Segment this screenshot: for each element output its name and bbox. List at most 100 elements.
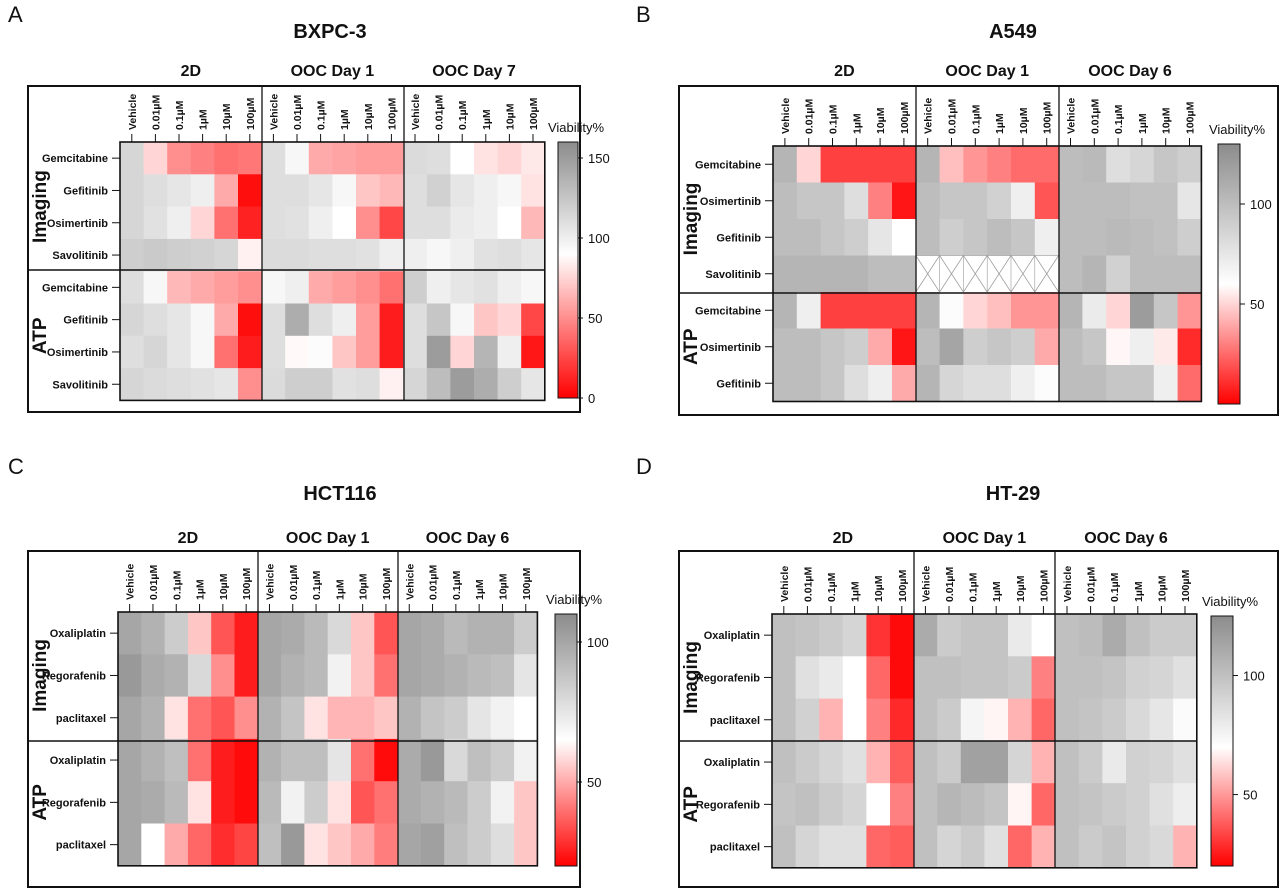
- heatmap-cell: [521, 174, 546, 208]
- row-label: Osimertinib: [47, 218, 108, 230]
- heatmap-cell: [1034, 182, 1060, 220]
- heatmap-cell: [1153, 182, 1179, 220]
- row-label: Gefitinib: [63, 315, 108, 327]
- heatmap-cell: [190, 368, 215, 401]
- heatmap-cell: [844, 292, 869, 329]
- heatmap-cell: [450, 238, 475, 272]
- heatmap-cell: [141, 654, 166, 698]
- heatmap-cell: [963, 365, 988, 402]
- panel-title: HT-29: [986, 483, 1040, 505]
- heatmap-cell: [444, 696, 468, 740]
- column-label: 0.01µM: [804, 99, 816, 134]
- heatmap-cell: [773, 292, 798, 329]
- column-label: 0.01µM: [148, 565, 160, 600]
- group-header: OOC Day 1: [286, 530, 370, 547]
- colorbar-tick-label: 100: [587, 635, 609, 650]
- heatmap-cell: [467, 738, 492, 782]
- heatmap-cell: [426, 303, 451, 337]
- heatmap-cell: [796, 365, 822, 402]
- heatmap-cell: [211, 781, 235, 824]
- missing-cross: [986, 255, 1012, 293]
- heatmap-cell: [164, 696, 189, 740]
- heatmap-cell: [1177, 292, 1202, 329]
- missing-cross: [939, 255, 964, 293]
- heatmap-cell: [773, 219, 798, 256]
- heatmap-cell: [796, 219, 822, 256]
- heatmap-cell: [374, 612, 399, 655]
- heatmap-cell: [890, 656, 915, 700]
- missing-cross: [1034, 255, 1059, 293]
- heatmap-cell: [1177, 182, 1202, 220]
- heatmap-cell: [281, 696, 305, 740]
- heatmap-cell: [937, 656, 962, 700]
- heatmap-cell: [356, 238, 381, 272]
- column-label: 1µM: [198, 109, 210, 130]
- heatmap-cell: [304, 654, 329, 698]
- column-label: 10µM: [504, 103, 516, 130]
- row-label: Gemcitabine: [695, 159, 761, 171]
- colorbar: [1217, 143, 1241, 405]
- heatmap-cell: [939, 146, 964, 183]
- heatmap-cell: [1106, 146, 1131, 183]
- column-label: Vehicle: [779, 566, 791, 602]
- column-label: 1µM: [1133, 581, 1145, 602]
- heatmap-cell: [1058, 255, 1083, 293]
- heatmap-cell: [403, 238, 428, 272]
- heatmap-cell: [984, 614, 1009, 657]
- column-label: 100µM: [241, 567, 253, 600]
- heatmap-cell: [332, 368, 357, 401]
- heatmap-cell: [141, 738, 166, 782]
- heatmap-cell: [474, 206, 499, 240]
- heatmap-cell: [261, 335, 286, 369]
- column-label: 0.1µM: [1113, 104, 1125, 134]
- heatmap-cell: [819, 698, 844, 742]
- heatmap-cell: [773, 182, 798, 220]
- heatmap-cell: [796, 328, 822, 366]
- heatmap-cell: [190, 335, 215, 369]
- heatmap-cell: [285, 238, 310, 272]
- heatmap-cell: [937, 825, 962, 869]
- heatmap-cell: [1177, 328, 1202, 366]
- heatmap-cell: [939, 219, 964, 256]
- heatmap-cell: [1130, 146, 1155, 183]
- column-label: 1µM: [481, 109, 493, 130]
- heatmap-cell: [397, 612, 422, 655]
- heatmap-cell: [1130, 292, 1155, 329]
- heatmap-cell: [120, 303, 145, 337]
- heatmap-cell: [379, 142, 404, 175]
- colorbar-tick-label: 100: [1250, 197, 1272, 212]
- heatmap-cell: [913, 656, 938, 700]
- heatmap-cell: [211, 612, 235, 655]
- heatmap-cell: [1058, 182, 1083, 220]
- column-label: 1µM: [1137, 113, 1149, 134]
- column-label: 0.01µM: [150, 95, 162, 130]
- heatmap-cell: [257, 696, 282, 740]
- heatmap-cell: [397, 696, 422, 740]
- panel-a: A BXPC-3 Gemcitabine Gefitinib Osimertinib Sa…: [8, 2, 610, 413]
- heatmap-cell: [1031, 825, 1056, 869]
- heatmap-cell: [120, 335, 145, 369]
- heatmap-cell: [397, 654, 422, 698]
- heatmap-cell: [143, 303, 168, 337]
- heatmap-cell: [304, 612, 329, 655]
- heatmap-cell: [238, 271, 263, 304]
- heatmap-cell: [356, 303, 381, 337]
- heatmap-cell: [1031, 614, 1056, 657]
- heatmap-cell: [514, 781, 538, 824]
- group-header: 2D: [181, 63, 201, 80]
- colorbar-tick-label: 100: [588, 231, 610, 246]
- heatmap-cell: [1177, 255, 1202, 293]
- column-label: 0.01µM: [288, 565, 300, 600]
- heatmap-cell: [356, 206, 381, 240]
- panel-b: B A549 Gemcitabine Osimertinib Gefitinib Savo…: [636, 2, 1279, 416]
- column-label: 10µM: [497, 573, 509, 600]
- heatmap-cell: [120, 271, 145, 304]
- column-label: 0.1µM: [1109, 572, 1121, 602]
- column-label: 10µM: [1156, 575, 1168, 602]
- heatmap-cell: [374, 781, 399, 824]
- heatmap-cell: [514, 612, 538, 655]
- heatmap-cell: [426, 206, 451, 240]
- heatmap-cell: [467, 781, 492, 824]
- column-label: Vehicle: [410, 94, 422, 130]
- heatmap-cell: [187, 654, 212, 698]
